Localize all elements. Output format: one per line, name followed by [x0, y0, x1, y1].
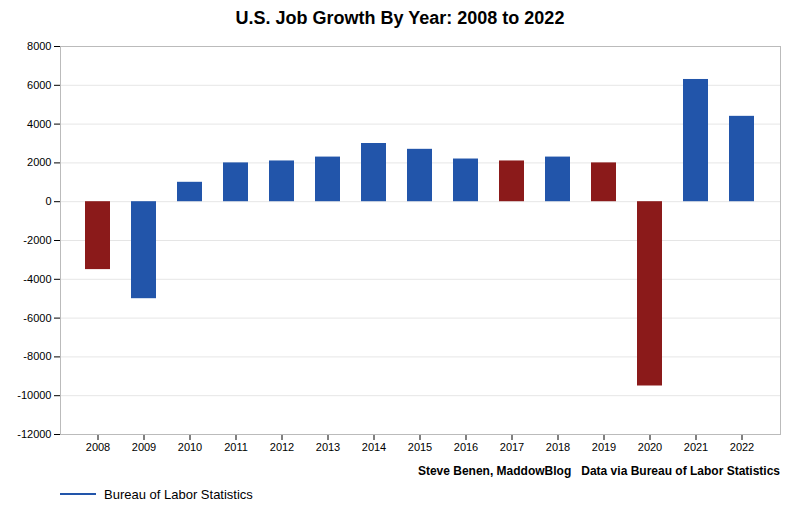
html-text:U.S. Job Growth By Year: 2008: U.S. Job Growth By Year: 2008 to 2022 [235, 8, 565, 28]
svg-text:4000: 4000 [27, 118, 51, 130]
html-text:Steve Benen, MaddowBlog Data v: Steve Benen, MaddowBlog Data via Bureau … [417, 464, 780, 478]
svg-text:2022: 2022 [730, 441, 754, 453]
svg-text:0: 0 [45, 195, 51, 207]
svg-text:-8000: -8000 [23, 350, 51, 362]
svg-text:2020: 2020 [638, 441, 662, 453]
svg-text:2008: 2008 [86, 441, 110, 453]
svg-text:2000: 2000 [27, 156, 51, 168]
svg-text:2011: 2011 [224, 441, 248, 453]
svg-text:2021: 2021 [684, 441, 708, 453]
html-text:Bureau of Labor Statistics: Bureau of Labor Statistics [104, 486, 253, 502]
svg-text:-6000: -6000 [23, 312, 51, 324]
svg-text:2016: 2016 [454, 441, 478, 453]
svg-text:6000: 6000 [27, 79, 51, 91]
svg-text:2014: 2014 [362, 441, 386, 453]
svg-text:-2000: -2000 [23, 234, 51, 246]
svg-text:-10000: -10000 [17, 389, 51, 401]
svg-text:2010: 2010 [178, 441, 202, 453]
svg-text:8000: 8000 [27, 40, 51, 52]
svg-text:2012: 2012 [270, 441, 294, 453]
svg-text:2019: 2019 [592, 441, 616, 453]
svg-text:2017: 2017 [500, 441, 524, 453]
svg-text:2018: 2018 [546, 441, 570, 453]
svg-text:2009: 2009 [132, 441, 156, 453]
svg-text:2015: 2015 [408, 441, 432, 453]
svg-text:2013: 2013 [316, 441, 340, 453]
svg-text:-4000: -4000 [23, 273, 51, 285]
svg-text:-12000: -12000 [17, 428, 51, 440]
